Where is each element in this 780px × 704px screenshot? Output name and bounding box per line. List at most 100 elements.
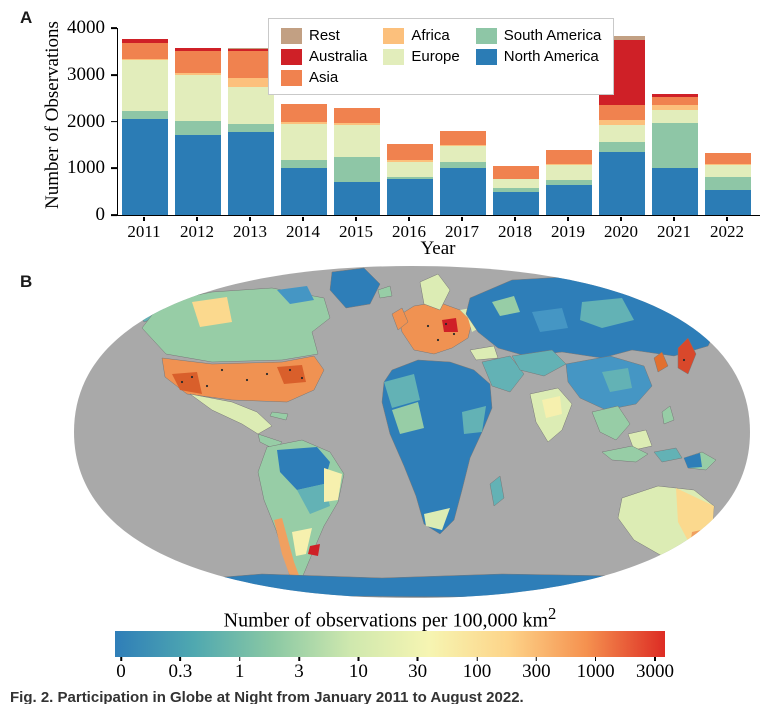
- bar-segment-north-america: [122, 119, 168, 215]
- bar-segment-south-america: [493, 188, 539, 192]
- bar-chart-plot-area: [117, 28, 760, 216]
- legend-label: Europe: [411, 48, 460, 65]
- bar-segment-africa: [493, 178, 539, 180]
- legend-swatch: [281, 69, 302, 86]
- y-axis-ticks: 0 1000 2000 3000 4000: [0, 17, 117, 225]
- legend-label: Asia: [309, 69, 339, 86]
- map-region-indonesia-west: [601, 445, 649, 463]
- legend-label: Australia: [309, 48, 368, 65]
- stacked-bar-2011: [122, 28, 168, 215]
- bar-segment-europe: [334, 124, 380, 157]
- bar-segment-europe: [599, 124, 645, 142]
- observation-speckles: [180, 322, 686, 388]
- legend-swatch: [475, 48, 497, 65]
- map-region-china-patch: [602, 368, 632, 392]
- map-region-japan: [677, 337, 697, 375]
- bar-segment-africa: [334, 123, 380, 125]
- bar-segment-south-america: [440, 161, 486, 169]
- x-tick-label-2011: 2011: [121, 217, 167, 242]
- map-region-brazil-east-patch: [324, 468, 342, 502]
- legend-column: South America North America: [475, 27, 602, 86]
- bar-segment-africa: [440, 144, 486, 147]
- map-region-sa-north-patch: [277, 447, 330, 490]
- bar-segment-asia: [652, 96, 698, 105]
- map-region-korea: [653, 351, 669, 373]
- bar-segment-north-america: [705, 189, 751, 215]
- stacked-bars: [122, 28, 751, 215]
- colorbar-tick-label: 3: [294, 661, 304, 682]
- x-tick-label-2022: 2022: [704, 217, 750, 242]
- x-tick-label-2021: 2021: [651, 217, 697, 242]
- map-region-south-africa-patch: [424, 508, 450, 530]
- colorbar-tick-mark: [298, 657, 300, 661]
- x-tick-label-2013: 2013: [227, 217, 273, 242]
- map-region-us-southwest-patch: [172, 372, 202, 394]
- colorbar-tick-mark: [238, 657, 241, 661]
- legend-item-rest: Rest: [281, 27, 367, 44]
- bar-segment-asia: [546, 149, 592, 164]
- map-region-northwest-africa-patch: [384, 374, 420, 408]
- map-region-new-zealand-south: [711, 561, 729, 579]
- bar-segment-asia: [705, 153, 751, 164]
- y-tick-mark: [111, 73, 117, 76]
- map-region-antarctica: [161, 573, 673, 598]
- stacked-bar-2018: [493, 28, 539, 215]
- map-region-turkey: [469, 345, 499, 361]
- bar-segment-africa: [546, 163, 592, 165]
- bar-segment-south-america: [652, 123, 698, 169]
- bar-segment-australia: [122, 39, 168, 43]
- bar-segment-north-america: [440, 168, 486, 215]
- legend-swatch: [281, 27, 302, 44]
- colorbar-title-text: Number of observations per 100,000 km: [223, 609, 549, 632]
- stacked-bar-2016: [387, 28, 433, 215]
- bar-segment-europe: [228, 86, 274, 124]
- legend-item-africa: Africa: [383, 27, 459, 44]
- map-region-iceland: [377, 285, 393, 299]
- y-tick-mark: [111, 167, 117, 170]
- colorbar-tick-1: 1: [235, 657, 244, 683]
- bar-segment-rest: [652, 93, 698, 95]
- bar-segment-south-america: [705, 176, 751, 190]
- bar-segment-asia: [281, 103, 327, 122]
- map-region-southeast-asia: [591, 405, 631, 441]
- map-region-arabia: [481, 355, 525, 393]
- legend-item-south-america: South America: [475, 27, 601, 44]
- colorbar-tick-3: 3: [294, 657, 304, 683]
- figure-caption: Fig. 2. Participation in Globe at Night …: [10, 689, 524, 704]
- colorbar-title: Number of observations per 100,000 km2: [115, 604, 665, 633]
- bar-segment-asia: [334, 108, 380, 124]
- map-region-canada-west-patch: [192, 297, 232, 327]
- bar-segment-africa: [705, 163, 751, 165]
- map-region-sa-center-patch: [297, 484, 330, 514]
- legend-item-north-america: North America: [475, 48, 602, 65]
- stacked-bar-2013: [228, 28, 274, 215]
- stacked-bar-2021: [652, 28, 698, 215]
- map-region-greenland: [329, 267, 381, 309]
- map-region-new-guinea-west: [684, 453, 702, 468]
- y-tick-label-2000: 2000: [67, 110, 105, 132]
- bar-segment-north-america: [546, 184, 592, 215]
- bar-segment-europe: [493, 179, 539, 189]
- colorbar-tick-mark: [476, 657, 478, 661]
- bar-segment-asia: [175, 50, 221, 73]
- bar-segment-north-america: [652, 168, 698, 215]
- legend-item-asia: Asia: [281, 69, 367, 86]
- bar-segment-europe: [440, 146, 486, 162]
- map-region-indonesia-east: [653, 447, 683, 463]
- x-tick-label-2019: 2019: [545, 217, 591, 242]
- map-region-chile: [274, 518, 300, 582]
- map-region-central-asia: [511, 349, 567, 377]
- colorbar-tick-10: 10: [349, 657, 368, 683]
- colorbar-tick-label: 1000: [576, 661, 615, 682]
- bar-segment-australia: [652, 94, 698, 97]
- bar-segment-north-america: [175, 134, 221, 215]
- bar-segment-europe: [122, 59, 168, 112]
- map-region-east-africa-patch: [462, 406, 486, 434]
- bar-segment-north-america: [599, 152, 645, 215]
- chart-legend: Rest Australia Asia Africa Europe South Ameri…: [268, 18, 615, 95]
- colorbar-ticks: 0 0.3 1 3 10 30 100 300 1000 3000: [116, 657, 674, 683]
- bar-segment-africa: [175, 72, 221, 76]
- y-tick-label-1000: 1000: [67, 157, 105, 179]
- bar-segment-asia: [122, 42, 168, 59]
